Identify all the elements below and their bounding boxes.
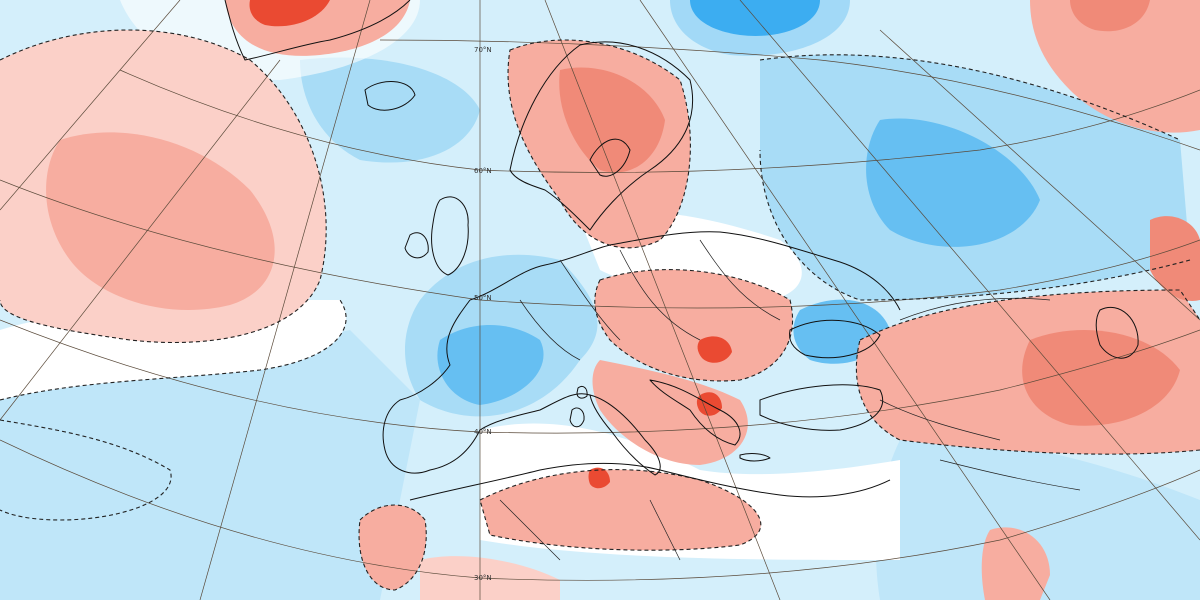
coastlines	[224, 0, 1139, 501]
meridian-line-3	[0, 59, 281, 421]
border-1	[519, 299, 581, 361]
coast-italy	[589, 394, 661, 476]
latitude-line-60n	[119, 69, 1200, 173]
coast-caspian	[1095, 307, 1139, 359]
neg-area-central-asia	[876, 438, 1200, 600]
latitude-label-30n: 30°N	[474, 574, 492, 582]
border-3	[619, 249, 701, 341]
pos-area-balkans-italy	[592, 360, 748, 465]
neg-area-russia-core	[866, 118, 1040, 247]
border-7	[939, 459, 1081, 491]
coast-greenland	[224, 0, 411, 61]
border-9	[649, 499, 681, 561]
latitude-label-50n: 50°N	[474, 294, 492, 302]
contour-atlantic-neutral	[0, 299, 347, 401]
border-8	[499, 499, 561, 561]
coast-turkey	[759, 384, 883, 431]
contour-iberia	[358, 504, 427, 591]
neg-area-france	[437, 325, 544, 405]
pos-area-middle-east-core	[1022, 330, 1180, 426]
pos-area-caspian-north	[1150, 216, 1200, 301]
border-2	[559, 259, 621, 341]
meridian-line-2	[199, 0, 371, 600]
pos-area-algeria-core	[588, 467, 610, 489]
pos-area-siberia-ne-core	[1070, 0, 1150, 32]
pos-area-west-africa	[420, 556, 560, 600]
coast-crete	[739, 453, 771, 462]
coast-north-africa	[409, 462, 891, 501]
contour-scandinavia	[507, 39, 691, 249]
latitude-line-40n	[0, 319, 1200, 434]
meridian-line-8	[879, 29, 1200, 321]
meridian-line-4	[0, 0, 181, 211]
contour-russia	[759, 54, 1191, 301]
neg-area-arctic-halo	[670, 0, 850, 56]
pos-area-north-africa	[480, 469, 761, 551]
coast-france-iberia	[382, 299, 591, 474]
pos-area-romania	[697, 336, 732, 363]
meridian-line-6	[639, 0, 1051, 600]
coast-sardinia-corsica	[569, 385, 588, 428]
latitude-labels: 70°N 60°N 50°N 40°N 30°N	[474, 46, 492, 582]
coast-black-sea	[789, 319, 881, 359]
coast-baltic	[589, 138, 631, 177]
coast-british-isles	[404, 196, 469, 276]
coast-europe-mainland	[469, 231, 901, 311]
latitude-line-70n	[379, 39, 1200, 151]
border-6	[899, 297, 1051, 321]
country-borders	[499, 239, 1081, 561]
pos-area-far-east-south	[981, 527, 1050, 600]
latitude-line-50n	[0, 179, 1200, 309]
pos-area-north-atlantic-core	[46, 132, 275, 310]
latitude-label-40n: 40°N	[474, 428, 492, 436]
latitude-line-30n	[0, 439, 1200, 581]
coast-scandinavia	[509, 41, 694, 231]
latitude-label-60n: 60°N	[474, 167, 492, 175]
meridian-line-5	[544, 0, 781, 600]
pos-area-iberia	[359, 505, 427, 590]
contour-central-europe	[594, 269, 794, 382]
meridian-line-7	[739, 0, 1200, 541]
pos-area-scandinavia-core	[559, 67, 665, 173]
contour-north-africa	[479, 469, 762, 551]
coast-iceland	[364, 81, 416, 111]
latitude-label-70n: 70°N	[474, 46, 492, 54]
border-5	[879, 399, 1001, 441]
coast-balkans	[649, 379, 741, 446]
pos-area-greenland-core	[249, 0, 330, 27]
pos-area-central-europe	[594, 269, 793, 381]
pos-area-siberia-ne	[1030, 0, 1200, 133]
contour-north-atlantic	[0, 29, 327, 344]
border-4	[699, 239, 781, 321]
neg-area-atlantic-south	[0, 330, 420, 600]
